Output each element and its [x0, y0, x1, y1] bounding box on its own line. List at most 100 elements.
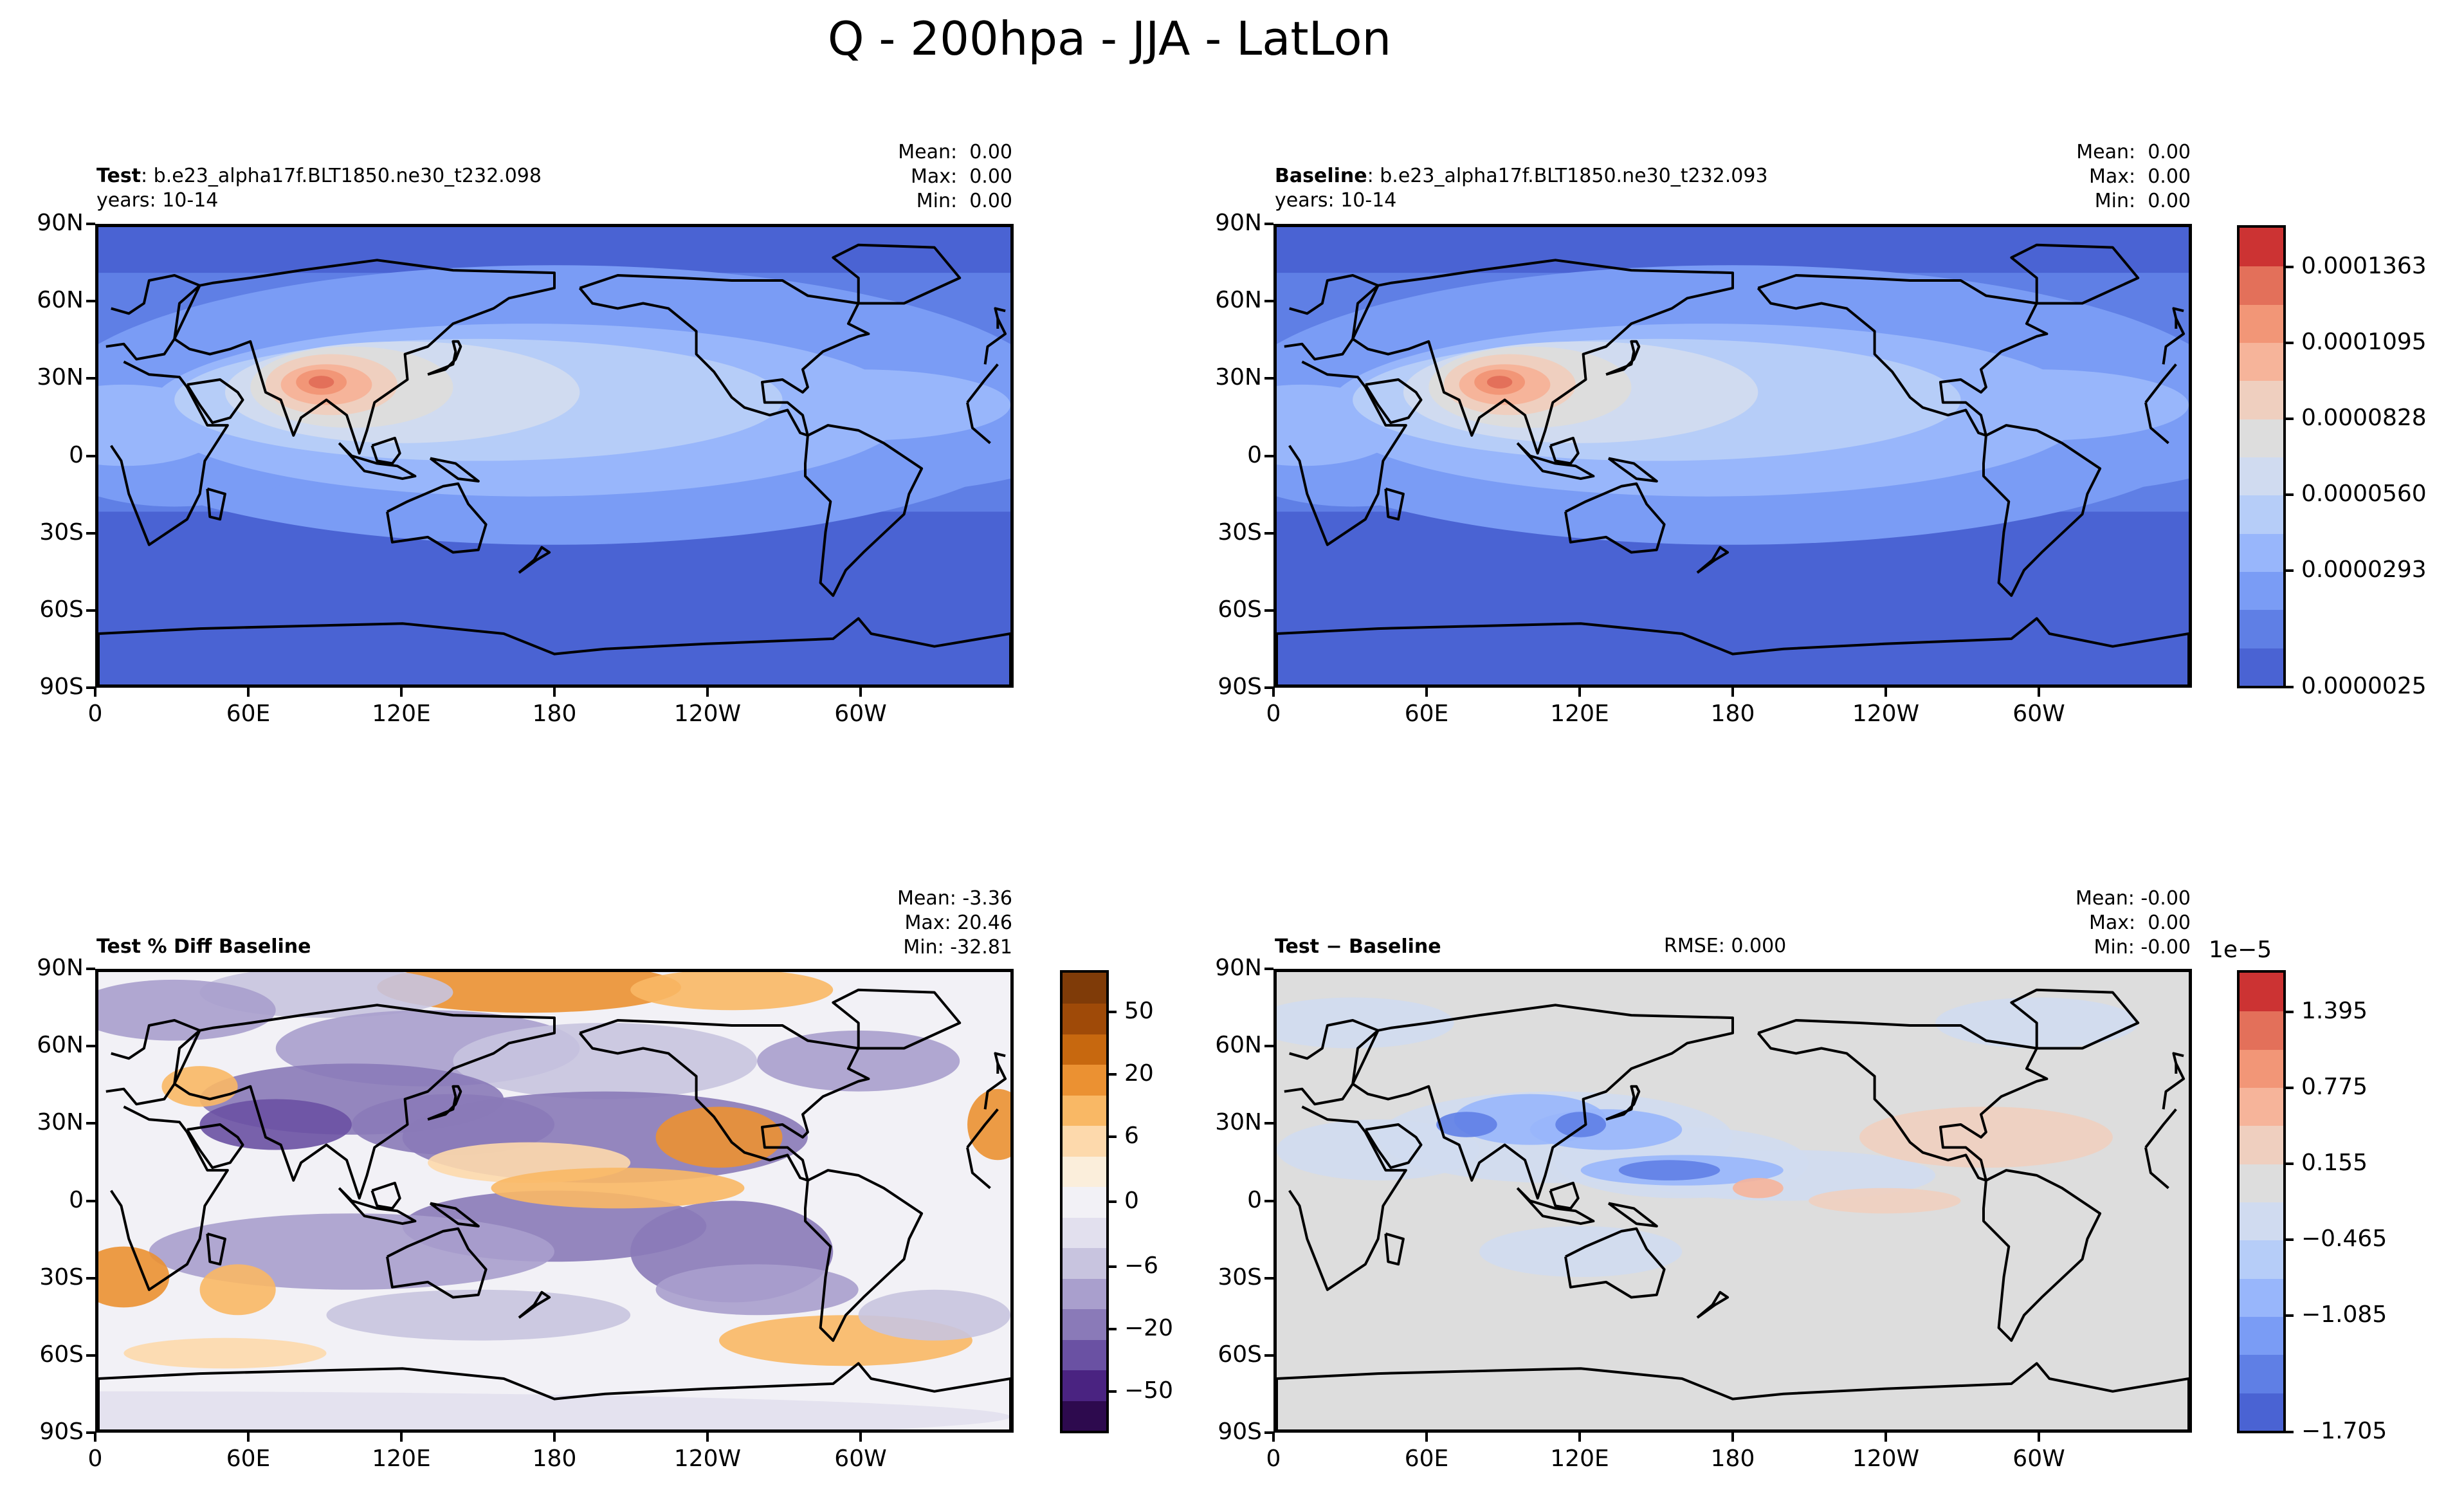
colorbar-segment [2240, 1125, 2283, 1164]
lon-tick-label: 60E [226, 701, 271, 727]
coastline [1351, 1004, 1734, 1200]
lat-tick-mark [1264, 1122, 1273, 1125]
baseline-years: years: 10-14 [1275, 189, 1397, 212]
contour-region [1859, 1107, 2113, 1168]
colorbar-label: 50 [1124, 997, 1154, 1024]
lat-tick-mark [1264, 1354, 1273, 1357]
lon-tick-label: 120W [673, 701, 742, 727]
colorbar-tick [1109, 1135, 1117, 1139]
coastline [1284, 1019, 1380, 1106]
test-max: Max: 0.00 [911, 165, 1012, 188]
lat-tick-mark [1264, 1199, 1273, 1202]
colorbar-segment [2240, 533, 2283, 572]
colorbar-tick [1109, 1265, 1117, 1268]
coastline [1696, 546, 1729, 574]
coastline [2144, 1147, 2169, 1189]
lat-tick-mark [1264, 531, 1273, 535]
coastline [1288, 360, 1407, 546]
coastline [1549, 1181, 1580, 1210]
colorbar-label: 0.155 [2301, 1149, 2368, 1176]
coastline [2010, 988, 2140, 1050]
colorbar-tick [2286, 1314, 2294, 1318]
coastline [518, 546, 551, 574]
coastline [186, 378, 244, 425]
coastline [370, 436, 401, 465]
coastline [2162, 318, 2186, 365]
contour-region [1555, 1112, 1607, 1137]
coastline [1607, 1202, 1658, 1227]
lon-tick-mark [94, 1433, 96, 1442]
colorbar-segment [1063, 1309, 1106, 1340]
lon-tick-label: 180 [532, 1446, 577, 1472]
coastline [578, 1019, 870, 1182]
coastline [173, 1004, 556, 1200]
pctdiff-mean: Mean: -3.36 [897, 887, 1012, 910]
lon-tick-mark [1425, 688, 1428, 697]
colorbar-label: 1.395 [2301, 997, 2368, 1024]
colorbar-label: 0 [1124, 1188, 1139, 1214]
coastline [98, 1362, 1010, 1429]
contour-region [630, 972, 834, 1011]
colorbar-segment [2240, 228, 2283, 267]
lat-tick-label: 60N [37, 287, 84, 314]
baseline-min: Min: 0.00 [2094, 190, 2191, 212]
colorbar-tick [2286, 417, 2294, 420]
diff-colorbar-exponent: 1e−5 [2209, 937, 2272, 963]
lat-tick-mark [1264, 1431, 1273, 1434]
lat-tick-mark [1264, 300, 1273, 303]
coastline [1364, 1123, 1423, 1170]
coastline [370, 1181, 401, 1210]
lat-tick-mark [86, 300, 95, 303]
lon-tick-label: 0 [87, 701, 103, 727]
colorbar-tick [2286, 1238, 2294, 1242]
coastline [206, 487, 226, 521]
contour-region [98, 1391, 1010, 1429]
coastline [1696, 1290, 1729, 1319]
colorbar-label: 0.0001363 [2301, 252, 2427, 279]
colorbar-label: −0.465 [2301, 1226, 2387, 1253]
diff-stats: Mean: -0.00 Max: 0.00 Min: -0.00 [2076, 886, 2191, 960]
lon-tick-label: 120E [372, 701, 431, 727]
lon-tick-label: 120W [673, 1446, 742, 1472]
baseline-label-bold: Baseline [1275, 165, 1367, 187]
coastline [2144, 1108, 2177, 1148]
lon-tick-mark [400, 1433, 403, 1442]
lat-tick-mark [86, 1045, 95, 1048]
colorbar-tick [2286, 686, 2294, 688]
lon-tick-label: 60E [1404, 1446, 1449, 1472]
coastline [386, 1227, 488, 1299]
colorbar-segment [2240, 1011, 2283, 1050]
lat-tick-mark [86, 1199, 95, 1202]
colorbar-segment [1063, 1217, 1106, 1249]
lat-tick-mark [1264, 1276, 1273, 1280]
coastline [1982, 1169, 2102, 1342]
lon-tick-label: 0 [1266, 1446, 1281, 1472]
colorbar-segment [2240, 571, 2283, 611]
colorbar-segment [1063, 1125, 1106, 1157]
colorbar-segment [1063, 1033, 1106, 1065]
lat-tick-label: 30S [1218, 519, 1262, 546]
baseline-map [1273, 224, 2192, 688]
coastline [966, 402, 991, 445]
lat-tick-label: 90N [1215, 210, 1262, 236]
lat-tick-mark [86, 1354, 95, 1357]
colorbar-label: −20 [1124, 1315, 1173, 1341]
colorbar-segment [2240, 1049, 2283, 1088]
lon-tick-label: 60E [1404, 701, 1449, 727]
coastline [1384, 1232, 1405, 1266]
lon-tick-mark [859, 688, 862, 697]
colorbar-segment [1063, 1186, 1106, 1218]
colorbar-segment [2240, 266, 2283, 305]
map-canvas [98, 227, 1010, 684]
lat-tick-mark [86, 968, 95, 970]
colorbar-tick [2286, 1431, 2294, 1433]
lon-tick-mark [1578, 1433, 1581, 1442]
contour-region [1733, 1177, 1784, 1199]
diff-label: Test − Baseline [1275, 935, 1441, 959]
test-label-bold: Test [96, 165, 141, 187]
colorbar-tick [1109, 1200, 1117, 1203]
colorbar-label: 0.0000293 [2301, 556, 2427, 583]
lat-tick-label: 30N [1215, 1109, 1262, 1136]
contour-region [1809, 1188, 1961, 1214]
colorbar-segment [2240, 1278, 2283, 1317]
